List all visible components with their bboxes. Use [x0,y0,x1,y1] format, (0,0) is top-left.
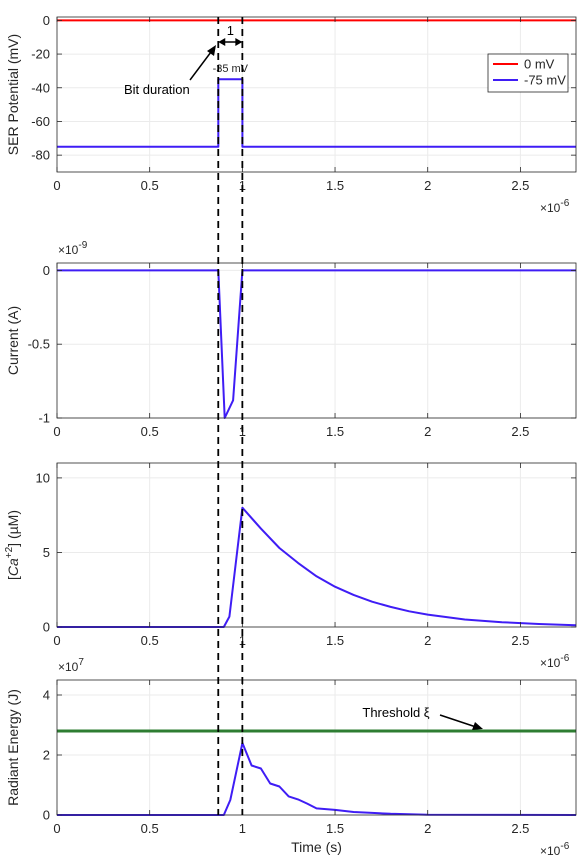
y-axis-label: SER Potential (mV) [5,34,21,155]
x-tick-label: 2 [424,178,431,193]
bit-duration-arrowhead [207,45,216,56]
y-tick-label: 0 [43,620,50,635]
x-exponent-label: ×10-6 [540,841,570,858]
x-tick-label: 0 [53,821,60,836]
duration-arrowhead-left [218,38,226,46]
y-tick-label: 0 [43,263,50,278]
y-tick-label: 0 [43,808,50,823]
axes-box [56,462,577,628]
x-tick-label: 2.5 [511,178,529,193]
x-tick-label: 0 [53,633,60,648]
y-tick-label: -40 [31,80,50,95]
axes-box [56,16,577,173]
threshold-arrow [439,714,477,728]
x-tick-label: 0.5 [141,633,159,648]
legend-entry: -75 mV [524,73,566,88]
x-tick-label: 1 [239,821,246,836]
y-tick-label: -20 [31,47,50,62]
bit-duration-label: Bit duration [124,82,190,97]
y-exponent-label: ×107 [58,657,84,674]
series-line-1 [57,742,577,816]
legend-entry: 0 mV [524,57,555,72]
bit-duration-arrow [189,51,212,81]
y-tick-label: 5 [43,545,50,560]
y-axis-label: Radiant Energy (J) [5,689,21,806]
y-axis-label: [Ca+2] (µM) [4,510,21,580]
duration-arrowhead-right [235,38,243,46]
threshold-arrowhead [472,722,483,730]
y-tick-label: -0.5 [28,337,50,352]
x-tick-label: 1.5 [326,178,344,193]
x-tick-label: 2.5 [511,821,529,836]
legend: 0 mV-75 mV [487,53,569,93]
x-tick-label: 0.5 [141,178,159,193]
y-tick-label: -80 [31,148,50,163]
x-tick-label: 2 [424,633,431,648]
x-exponent-label: ×10-6 [540,653,570,670]
y-tick-label: -1 [38,411,50,426]
axes-box [56,262,577,419]
duration-value: 1 [227,23,234,38]
y-tick-label: 10 [36,470,50,485]
panel-3: 0 0.5 1 1.5 2 2.5 0 5 10 [Ca+2] (µM) ×10-6 [4,462,577,670]
x-tick-label: 1.5 [326,821,344,836]
x-tick-label: 0.5 [141,424,159,439]
x-tick-label: 2.5 [511,424,529,439]
y-tick-label: 0 [43,13,50,28]
x-tick-label: 0 [53,178,60,193]
y-axis-label: Current (A) [5,306,21,375]
x-tick-label: 2 [424,821,431,836]
x-axis-label: Time (s) [291,839,342,855]
x-tick-label: 1.5 [326,424,344,439]
axes-box [56,679,577,816]
panel-1: 0 0.5 1 1.5 2 2.5 0 -20 -40 -60 -80 SER Potential (… [5,13,577,215]
x-tick-label: 0.5 [141,821,159,836]
x-tick-label: 1 [239,633,246,648]
legend-box [487,53,569,93]
x-tick-label: 0 [53,424,60,439]
series-line-2 [57,78,576,148]
panel-4: 0 0.5 1 1.5 2 2.5 0 2 4 Radiant Energy (J) ×10-6 ×1… [5,657,577,858]
y-tick-label: 2 [43,748,50,763]
x-tick-label: 2.5 [511,633,529,648]
x-tick-label: 1.5 [326,633,344,648]
threshold-label: Threshold ξ [362,705,429,720]
y-tick-label: 4 [43,688,50,703]
y-exponent-label: ×10-9 [58,240,88,257]
series-line-1 [57,269,576,419]
pulse-label: -35 mV [213,63,249,75]
series-line-1 [57,506,577,628]
x-exponent-label: ×10-6 [540,198,570,215]
x-tick-label: 2 [424,424,431,439]
y-tick-label: -60 [31,114,50,129]
